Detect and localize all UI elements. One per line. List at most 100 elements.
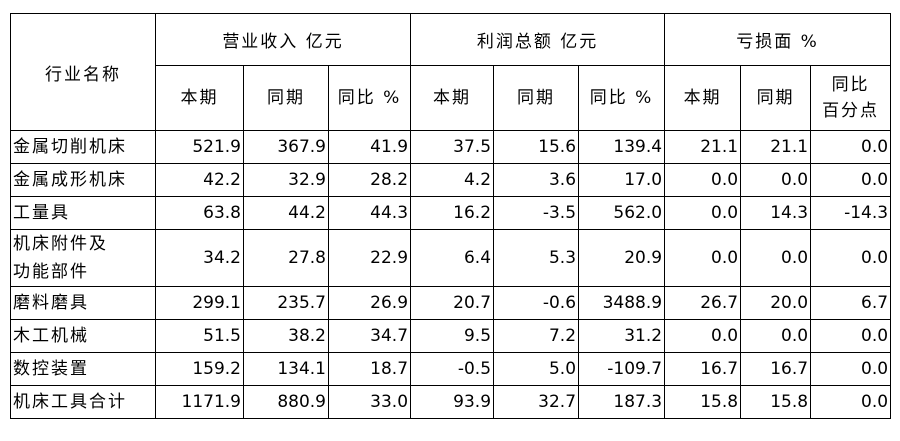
column-header: 同比 % (327, 65, 412, 131)
cell-value: 139.4 (578, 130, 666, 164)
column-header: 同比 % (578, 65, 666, 131)
cell-value: 20.9 (578, 229, 666, 287)
cell-value: 37.5 (410, 130, 495, 164)
cell-value: 5.3 (493, 229, 580, 287)
table-row: 行业名称 营业收入 亿元 利润总额 亿元 亏损面 % (10, 13, 892, 131)
cell-value: 22.9 (327, 229, 412, 287)
table-row: 本期 同期 同比 % 本期 同期 同比 % 本期 同期 同比 百分点 (11, 65, 892, 131)
cell-value: 0.0 (810, 352, 892, 386)
group-header: 亏损面 % (664, 13, 892, 66)
data-table: 行业名称 营业收入 亿元 利润总额 亿元 亏损面 % 本期 同期 同比 % 本期 同期 同比 % 本… (10, 13, 892, 419)
table-row: 机床工具合计 1171.9 880.9 33.0 93.9 32.7 187.3 15.8 15… (10, 385, 892, 419)
table-row: 磨料磨具 299.1 235.7 26.9 20.7 -0.6 3488.9 26.7 20.0… (10, 286, 892, 320)
table-row: 机床附件及 功能部件 34.2 27.8 22.9 6.4 5.3 20.9 0.0 0.0 0.… (10, 229, 892, 287)
cell-value: 0.0 (664, 163, 742, 197)
cell-value: 0.0 (810, 319, 892, 353)
table-row: 金属切削机床 521.9 367.9 41.9 37.5 15.6 139.4 21.1 21.… (10, 130, 892, 164)
cell-value: 0.0 (740, 163, 812, 197)
cell-value: 134.1 (243, 352, 329, 386)
cell-value: -109.7 (578, 352, 666, 386)
cell-value: 0.0 (664, 319, 742, 353)
cell-value: 16.2 (410, 196, 495, 230)
cell-value: 27.8 (243, 229, 329, 287)
cell-value: 20.7 (410, 286, 495, 320)
row-label: 工量具 (10, 196, 156, 230)
cell-value: 299.1 (155, 286, 244, 320)
table-body: 行业名称 营业收入 亿元 利润总额 亿元 亏损面 % 本期 同期 同比 % 本期 同期 同比 % 本… (10, 13, 892, 419)
corner-header: 行业名称 (10, 13, 156, 131)
cell-value: 5.0 (493, 352, 580, 386)
column-header: 同期 (493, 65, 580, 131)
cell-value: 0.0 (810, 229, 892, 287)
cell-value: 33.0 (327, 385, 412, 419)
cell-value: 34.7 (327, 319, 412, 353)
cell-value: 1171.9 (155, 385, 244, 419)
cell-value: 0.0 (810, 130, 892, 164)
cell-value: 7.2 (493, 319, 580, 353)
cell-value: -0.5 (410, 352, 495, 386)
group-header: 营业收入 亿元 (154, 13, 412, 66)
table-row: 工量具 63.8 44.2 44.3 16.2 -3.5 562.0 0.0 14.3 -14.3 (10, 196, 892, 230)
row-label: 机床工具合计 (10, 385, 156, 419)
cell-value: -3.5 (493, 196, 580, 230)
cell-value: 6.7 (810, 286, 892, 320)
column-header: 本期 (410, 65, 495, 131)
group-header: 利润总额 亿元 (410, 13, 666, 66)
column-header: 同期 (740, 65, 812, 131)
cell-value: 63.8 (155, 196, 244, 230)
cell-value: 21.1 (664, 130, 742, 164)
cell-value: 34.2 (155, 229, 244, 287)
cell-value: 26.9 (327, 286, 412, 320)
cell-value: 3488.9 (578, 286, 666, 320)
cell-value: 93.9 (410, 385, 495, 419)
cell-value: -0.6 (493, 286, 580, 320)
cell-value: 367.9 (243, 130, 329, 164)
row-label: 木工机械 (10, 319, 156, 353)
row-label: 数控装置 (10, 352, 156, 386)
table-row: 木工机械 51.5 38.2 34.7 9.5 7.2 31.2 0.0 0.0 0.0 (10, 319, 892, 353)
row-label: 磨料磨具 (10, 286, 156, 320)
cell-value: 28.2 (327, 163, 412, 197)
row-label: 金属成形机床 (10, 163, 156, 197)
cell-value: 15.8 (664, 385, 742, 419)
cell-value: 41.9 (327, 130, 412, 164)
cell-value: 32.9 (243, 163, 329, 197)
row-label: 金属切削机床 (10, 130, 156, 164)
cell-value: 42.2 (155, 163, 244, 197)
cell-value: 51.5 (155, 319, 244, 353)
cell-value: 9.5 (410, 319, 495, 353)
table-row: 金属成形机床 42.2 32.9 28.2 4.2 3.6 17.0 0.0 0.0 0.0 (10, 163, 892, 197)
row-label: 机床附件及 功能部件 (10, 229, 156, 287)
cell-value: 0.0 (740, 319, 812, 353)
cell-value: 44.3 (327, 196, 412, 230)
column-header: 同期 (243, 65, 329, 131)
cell-value: 562.0 (578, 196, 666, 230)
cell-value: 16.7 (664, 352, 742, 386)
cell-value: 38.2 (243, 319, 329, 353)
cell-value: 4.2 (410, 163, 495, 197)
cell-value: 15.8 (740, 385, 812, 419)
cell-value: -14.3 (810, 196, 892, 230)
cell-value: 0.0 (740, 229, 812, 287)
cell-value: 0.0 (664, 229, 742, 287)
cell-value: 21.1 (740, 130, 812, 164)
cell-value: 3.6 (493, 163, 580, 197)
cell-value: 20.0 (740, 286, 812, 320)
column-header: 本期 (664, 65, 742, 131)
cell-value: 235.7 (243, 286, 329, 320)
table-row: 数控装置 159.2 134.1 18.7 -0.5 5.0 -109.7 16.7 16.7 0… (10, 352, 892, 386)
cell-value: 44.2 (243, 196, 329, 230)
cell-value: 15.6 (493, 130, 580, 164)
column-header: 本期 (155, 65, 244, 131)
cell-value: 0.0 (664, 196, 742, 230)
cell-value: 159.2 (155, 352, 244, 386)
cell-value: 18.7 (327, 352, 412, 386)
cell-value: 187.3 (578, 385, 666, 419)
cell-value: 31.2 (578, 319, 666, 353)
cell-value: 6.4 (410, 229, 495, 287)
cell-value: 880.9 (243, 385, 329, 419)
cell-value: 16.7 (740, 352, 812, 386)
cell-value: 26.7 (664, 286, 742, 320)
cell-value: 14.3 (740, 196, 812, 230)
